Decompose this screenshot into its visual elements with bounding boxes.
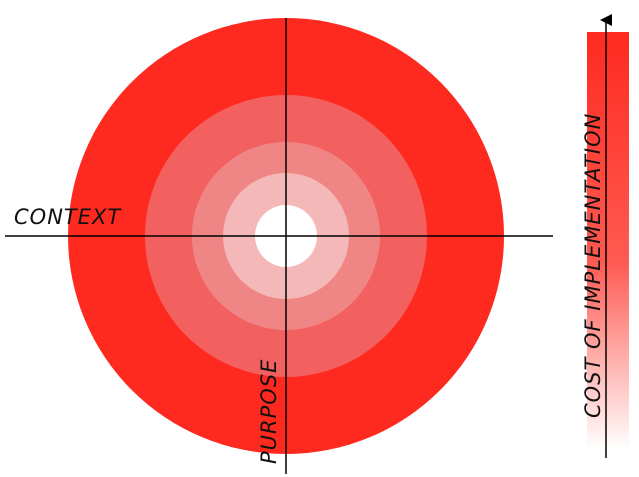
context-label: CONTEXT — [14, 205, 122, 229]
cost-of-implementation-label: COST OF IMPLEMENTATION — [581, 113, 605, 418]
cost-scale-bar — [587, 32, 629, 450]
purpose-label: PURPOSE — [257, 359, 281, 464]
